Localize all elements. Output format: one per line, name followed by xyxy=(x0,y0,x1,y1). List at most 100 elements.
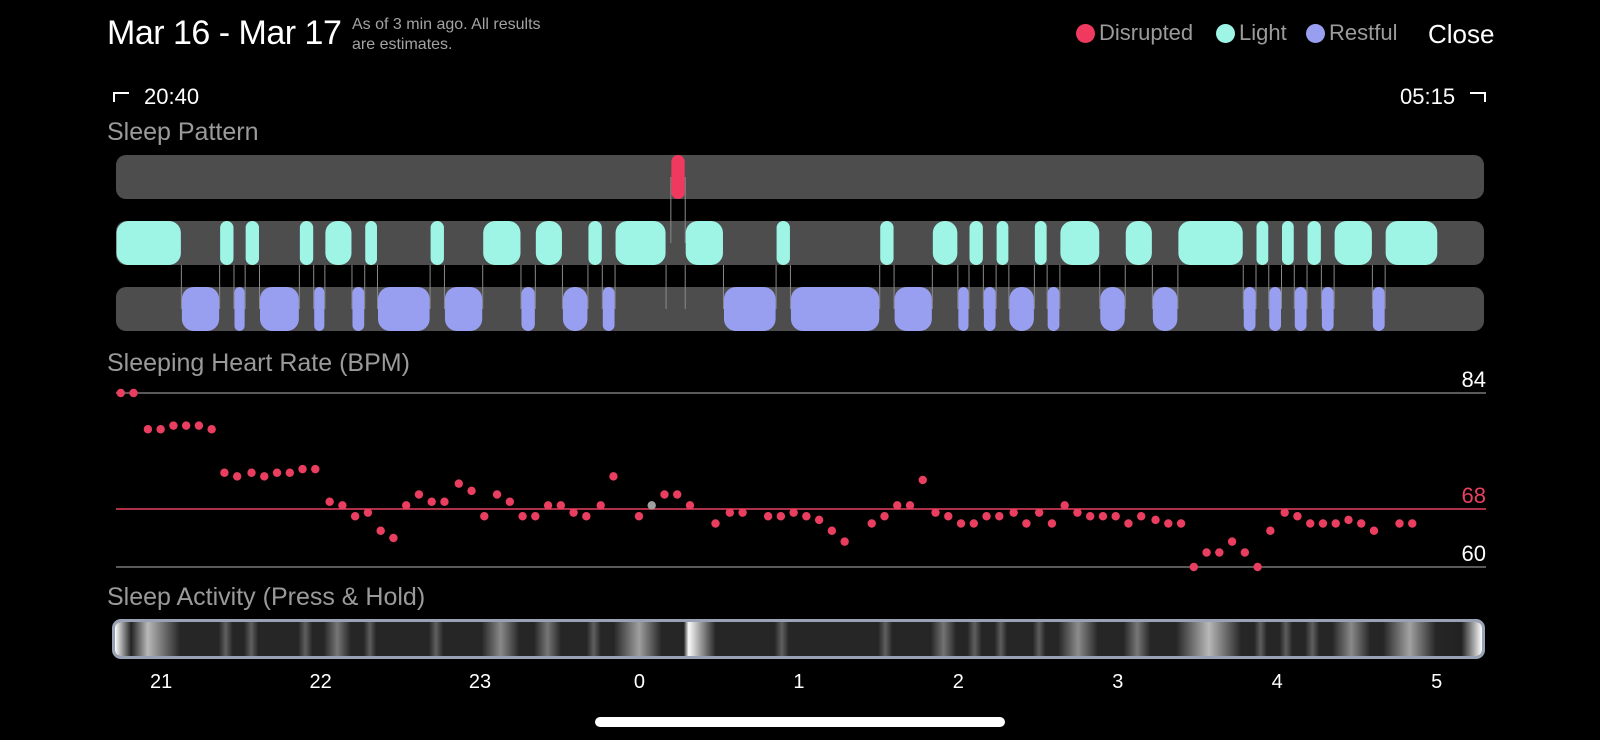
segment-restful xyxy=(790,287,880,331)
axis-tick-3: 3 xyxy=(1112,671,1123,693)
legend-restful-label: Restful xyxy=(1329,20,1398,45)
hr-point xyxy=(207,425,216,434)
hr-point xyxy=(582,512,591,521)
hr-point xyxy=(1151,515,1160,525)
hr-point xyxy=(814,515,824,525)
segment-restful xyxy=(1321,287,1334,331)
hr-point xyxy=(285,468,294,477)
segment-restful xyxy=(1294,287,1307,331)
hr-point xyxy=(440,497,449,506)
hr-point xyxy=(673,490,682,499)
hr-point xyxy=(1280,508,1289,517)
hr-point xyxy=(389,533,398,543)
segment-restful xyxy=(983,287,996,331)
hr-point xyxy=(867,519,876,528)
hr-point xyxy=(931,508,940,517)
hr-point xyxy=(956,519,966,528)
close-button[interactable]: Close xyxy=(1428,19,1495,49)
sleep-activity-bar[interactable] xyxy=(112,619,1485,659)
hr-point xyxy=(116,388,125,398)
hr-point xyxy=(634,512,644,521)
heart-rate-chart: 84 68 60 xyxy=(116,367,1486,572)
segment-light xyxy=(880,221,894,265)
segment-restful xyxy=(521,287,535,331)
hr-point xyxy=(298,464,307,474)
hr-point xyxy=(1176,519,1186,528)
segment-light xyxy=(365,221,377,265)
hr-point xyxy=(1073,508,1082,517)
home-indicator[interactable] xyxy=(595,717,1005,727)
hr-point xyxy=(711,519,720,528)
hr-point xyxy=(660,490,669,499)
hr-point xyxy=(1318,519,1328,528)
segment-light xyxy=(220,221,234,265)
legend-light-label: Light xyxy=(1239,20,1287,45)
hr-point xyxy=(518,512,527,521)
hr-point xyxy=(1408,519,1417,528)
segment-light xyxy=(1385,221,1438,265)
hr-point xyxy=(827,526,837,535)
time-axis: 21 22 23 0 1 2 3 4 5 xyxy=(150,671,1442,693)
hr-point xyxy=(802,512,811,521)
segment-restful xyxy=(562,287,588,331)
hr-point xyxy=(414,490,424,499)
hr-point xyxy=(840,537,849,546)
hr-point xyxy=(918,475,927,485)
segment-light xyxy=(996,221,1009,265)
segment-light xyxy=(932,221,958,265)
hr-point xyxy=(905,501,915,510)
hr-point xyxy=(1253,562,1262,572)
segment-restful xyxy=(1100,287,1125,331)
segment-restful xyxy=(723,287,776,331)
segment-restful xyxy=(1047,287,1060,331)
segment-light xyxy=(430,221,444,265)
hr-point xyxy=(1085,512,1095,521)
segment-restful xyxy=(1243,287,1256,331)
hr-point xyxy=(1344,515,1353,525)
hr-point xyxy=(685,501,695,510)
hr-point xyxy=(467,486,476,496)
segment-restful xyxy=(894,287,932,331)
hr-point xyxy=(1111,512,1120,521)
hr-point xyxy=(156,425,165,434)
hr-point xyxy=(763,512,773,521)
segment-restful xyxy=(314,287,325,331)
axis-tick-22: 22 xyxy=(309,671,331,693)
segment-light xyxy=(299,221,314,265)
segment-restful xyxy=(352,287,365,331)
sleep-activity-gradient[interactable] xyxy=(115,622,1482,656)
light-dot-icon xyxy=(1216,23,1235,43)
hr-point xyxy=(969,519,978,528)
segment-restful xyxy=(958,287,969,331)
hr-point xyxy=(1331,519,1340,528)
segment-light xyxy=(535,221,562,265)
hr-point xyxy=(1215,548,1224,557)
hr-point xyxy=(260,472,269,481)
axis-tick-21: 21 xyxy=(150,671,172,693)
hr-point xyxy=(893,501,902,510)
end-time: 05:15 xyxy=(1400,84,1456,109)
hr-point xyxy=(1022,519,1031,528)
hr-point xyxy=(232,472,242,481)
hr-point xyxy=(350,512,360,521)
segment-restful xyxy=(181,287,220,331)
estimate-note-line2: are estimates. xyxy=(352,36,453,53)
estimate-note-line1: As of 3 min ago. All results xyxy=(352,16,541,33)
sleep-pattern-chart[interactable] xyxy=(0,150,1600,340)
pattern-track-disrupted xyxy=(116,155,1484,199)
segment-light xyxy=(116,221,181,265)
hr-point-current xyxy=(647,501,656,510)
hr-point xyxy=(1060,501,1069,510)
segment-light xyxy=(969,221,983,265)
sleep-pattern-label: Sleep Pattern xyxy=(107,118,259,146)
hr-point xyxy=(1164,519,1173,528)
legend-disrupted: Disrupted xyxy=(1076,20,1193,46)
segment-light xyxy=(1334,221,1372,265)
segment-light xyxy=(1034,221,1047,265)
hr-point xyxy=(363,508,373,517)
hr-point xyxy=(1266,526,1275,535)
hr-point xyxy=(1227,537,1237,546)
end-bracket-icon xyxy=(1470,92,1486,102)
segment-light xyxy=(776,221,790,265)
hr-point xyxy=(143,425,153,434)
